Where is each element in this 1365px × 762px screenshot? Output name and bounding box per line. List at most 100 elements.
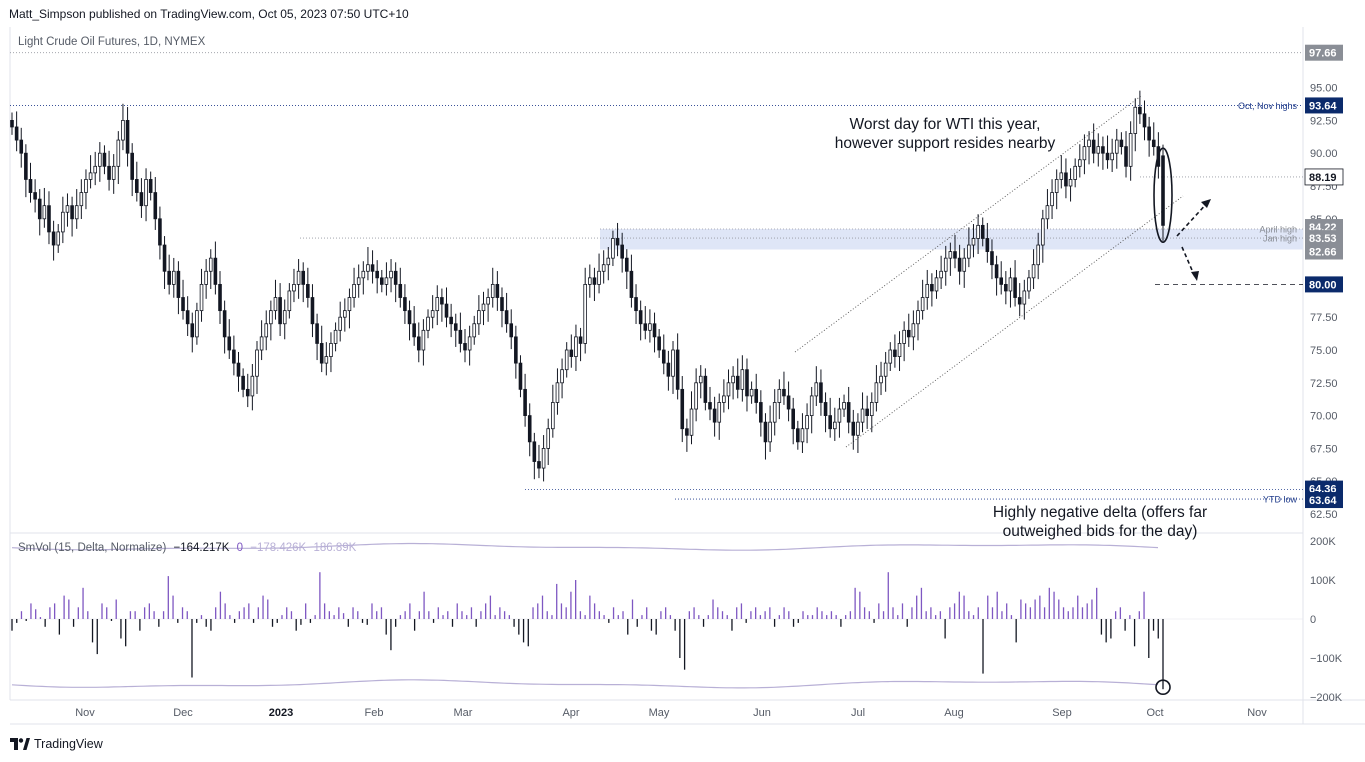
candle-up (292, 283, 296, 292)
arrow-up-line (1176, 200, 1210, 237)
candle-down (379, 277, 384, 285)
level-label: Jan high (1263, 234, 1297, 244)
candle-up (588, 277, 592, 285)
arrow-down-line (1181, 246, 1196, 278)
tradingview-logo[interactable]: TradingView (10, 737, 103, 751)
time-tick-label: Mar (454, 707, 473, 719)
candle-down (315, 323, 319, 344)
price-tag-label: 93.64 (1309, 100, 1337, 112)
candle-down (796, 428, 800, 443)
time-tick-label: Nov (1247, 707, 1267, 719)
candle-up (56, 231, 61, 246)
candle-down (232, 349, 236, 364)
symbol-title[interactable]: Light Crude Oil Futures, 1D, NYMEX (18, 36, 206, 48)
candle-down (37, 198, 42, 220)
candle-up (1087, 139, 1091, 148)
candle-down (398, 283, 403, 298)
candle-up (490, 283, 495, 298)
candle-up (88, 172, 93, 180)
candle-up (282, 310, 287, 325)
candle-up (1054, 179, 1059, 193)
candle-down (514, 336, 518, 364)
candle-up (809, 395, 814, 417)
indicator-value-2: 0 (236, 542, 244, 554)
candle-up (860, 408, 865, 423)
candle-down (47, 205, 51, 233)
candle-down (375, 270, 379, 279)
candle-up (842, 402, 846, 410)
candle-up (1077, 159, 1082, 167)
candle-down (629, 270, 634, 298)
candle-down (444, 303, 449, 318)
annotation-delta-1: Highly negative delta (offers far (993, 504, 1207, 521)
candle-up (943, 257, 948, 272)
candle-down (1151, 139, 1156, 148)
candle-up (255, 349, 259, 377)
candle-down (403, 297, 407, 312)
candle-up (1008, 277, 1013, 292)
candle-down (980, 224, 985, 239)
candle-up (611, 238, 615, 259)
candle-up (1031, 264, 1036, 279)
candle-up (768, 421, 772, 443)
candle-down (14, 126, 19, 141)
candle-down (310, 297, 315, 325)
candles-group (10, 90, 1165, 482)
indicator-legend[interactable]: SmVol (15, Delta, Normalize) −164.217K 0… (18, 542, 360, 554)
price-tag-bg (1304, 168, 1344, 186)
candle-down (735, 375, 740, 390)
candle-up (962, 257, 967, 272)
candle-down (453, 323, 458, 331)
candle-up (74, 205, 79, 220)
candle-up (814, 382, 819, 397)
candle-down (592, 277, 597, 285)
candle-up (689, 408, 694, 436)
candle-down (638, 310, 643, 325)
candle-up (879, 375, 883, 384)
candle-up (976, 224, 980, 239)
candle-up (971, 238, 976, 246)
candle-down (518, 362, 523, 390)
candle-down (652, 323, 657, 338)
candle-up (883, 362, 888, 377)
price-tag-label: 82.66 (1309, 247, 1337, 259)
candle-down (1161, 155, 1165, 226)
candle-up (606, 257, 611, 266)
candle-down (675, 349, 680, 390)
candle-up (1128, 133, 1133, 167)
price-tag-bg (1305, 276, 1343, 293)
candle-down (319, 343, 324, 364)
candle-down (213, 257, 218, 285)
candle-up (800, 428, 805, 443)
indicator-tick-label: 100K (1310, 575, 1336, 587)
candle-down (1124, 146, 1128, 167)
indicator-lower-envelope (11, 679, 1159, 689)
candle-up (324, 356, 329, 364)
candle-up (749, 388, 754, 397)
candle-down (759, 402, 763, 423)
candle-down (846, 402, 851, 423)
candle-up (833, 421, 837, 430)
annotation-worst-day-1: Worst day for WTI this year, (850, 116, 1041, 133)
candle-up (551, 402, 555, 430)
candle-down (791, 408, 796, 430)
candle-down (782, 388, 786, 397)
candle-up (920, 297, 925, 312)
tradingview-brand: TradingView (34, 737, 103, 751)
candle-up (430, 310, 435, 318)
level-label: April high (1259, 225, 1297, 235)
level-label: YTD low (1263, 495, 1298, 505)
candle-down (107, 165, 111, 180)
candle-up (144, 179, 148, 207)
annotation-delta-2: outweighed bids for the day) (1003, 523, 1198, 540)
candle-down (994, 264, 999, 279)
candle-up (250, 375, 255, 397)
candle-up (1045, 205, 1050, 220)
candle-up (1022, 290, 1027, 305)
candle-up (273, 297, 278, 312)
candle-down (657, 336, 661, 351)
candle-down (509, 323, 514, 338)
highlight-ellipse (1153, 147, 1173, 243)
candle-up (384, 277, 389, 285)
